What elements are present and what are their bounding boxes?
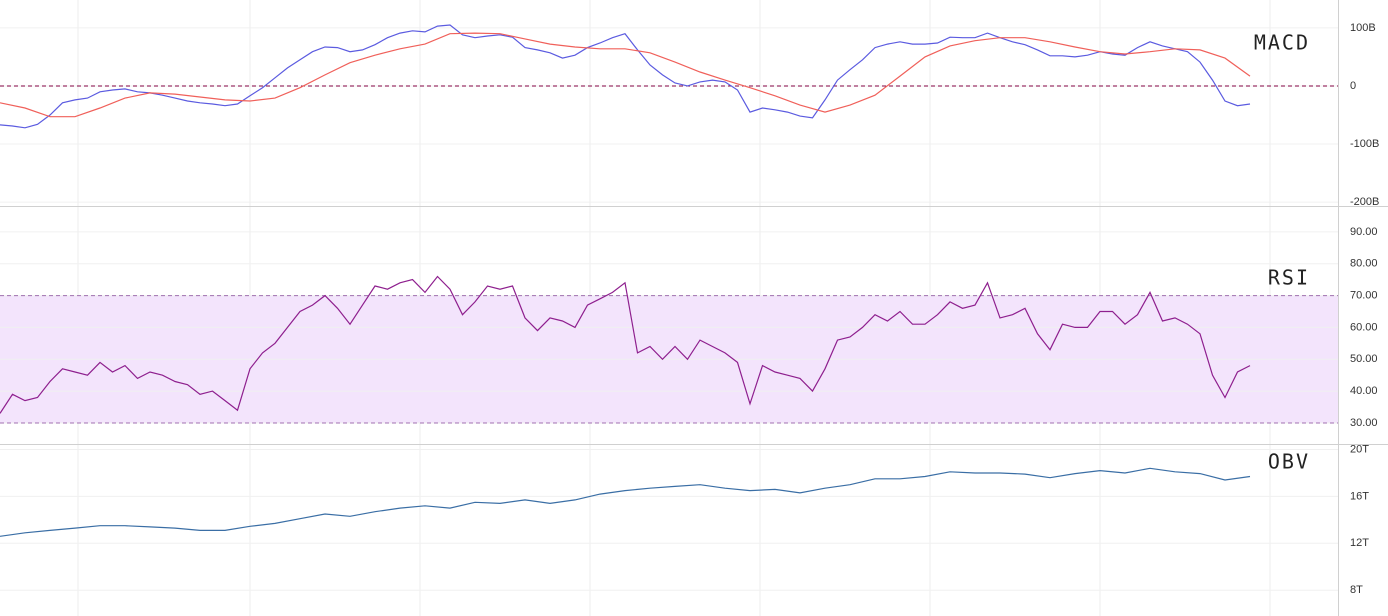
y-tick-label: 100B [1350, 22, 1376, 34]
pane: 20T 16T 12T 8T OBV [0, 443, 1369, 596]
y-tick-label: -100B [1350, 138, 1379, 150]
pane-title: OBV [1268, 450, 1310, 474]
y-tick-label: 70.00 [1350, 289, 1378, 301]
y-tick-label: 8T [1350, 584, 1363, 596]
pane: 100B 0 -100B -200B MACD [0, 22, 1379, 208]
y-tick-label: 90.00 [1350, 226, 1378, 238]
y-tick-label: 80.00 [1350, 258, 1378, 270]
series-line [0, 24, 1251, 129]
y-tick-label: 20T [1350, 443, 1369, 455]
pane-title: RSI [1268, 266, 1310, 290]
pane-title: MACD [1254, 31, 1310, 55]
y-tick-label: 12T [1350, 537, 1369, 549]
y-tick-label: 60.00 [1350, 321, 1378, 333]
y-tick-label: 30.00 [1350, 417, 1378, 429]
series-line [0, 467, 1251, 537]
y-tick-label: 50.00 [1350, 353, 1378, 365]
series-line [0, 275, 1251, 414]
y-tick-label: 40.00 [1350, 385, 1378, 397]
series-line [0, 32, 1251, 118]
y-tick-label: -200B [1350, 196, 1379, 208]
y-tick-label: 16T [1350, 490, 1369, 502]
pane: 90.00 80.00 70.00 60.00 50.00 40.00 30.00 RSI [0, 226, 1378, 429]
y-tick-label: 0 [1350, 80, 1356, 92]
